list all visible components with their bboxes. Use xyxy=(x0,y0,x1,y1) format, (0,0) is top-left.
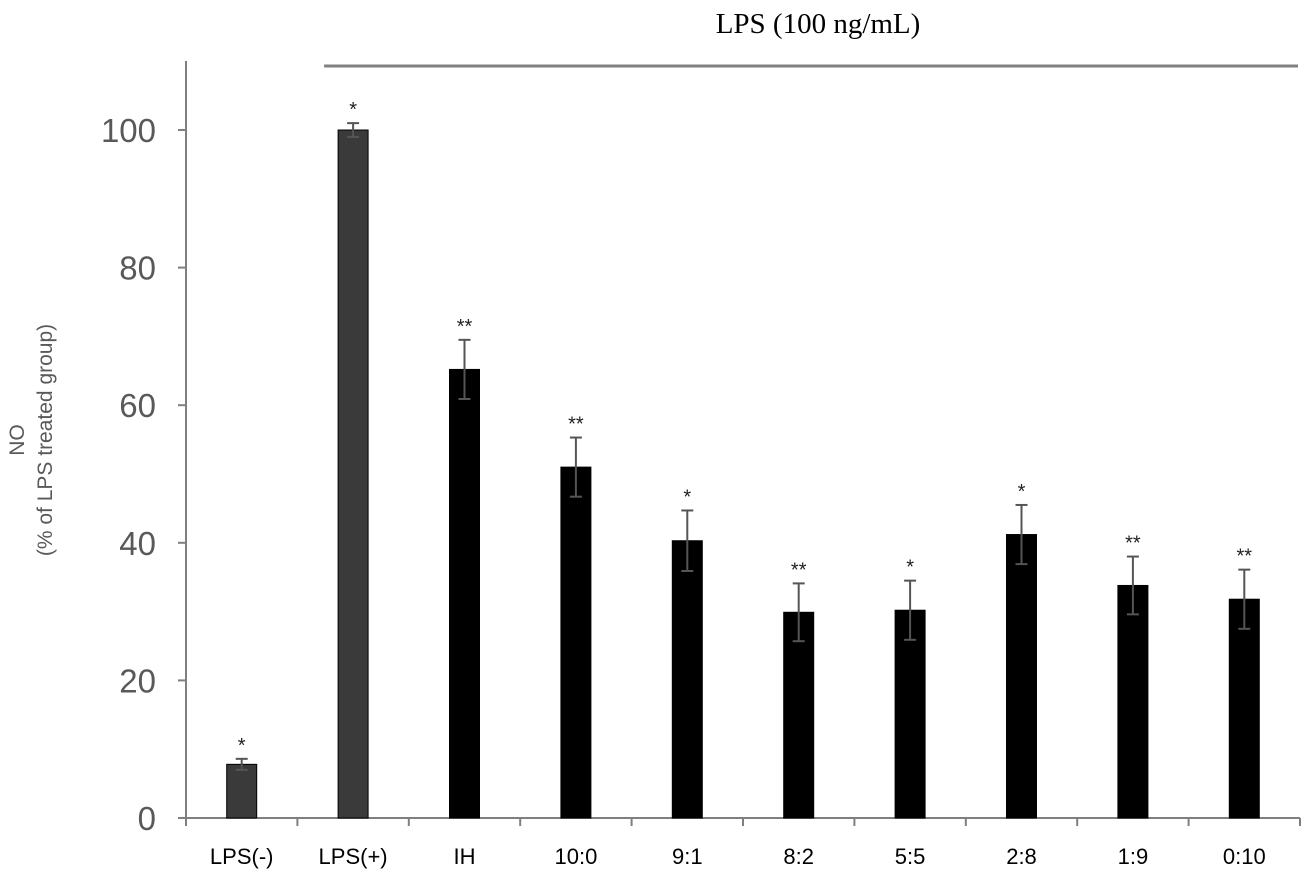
significance-marker: * xyxy=(349,99,357,121)
y-tick-label: 60 xyxy=(119,387,156,424)
x-tick-label: 5:5 xyxy=(895,844,926,869)
x-tick-label: 2:8 xyxy=(1006,844,1037,869)
y-tick-label: 100 xyxy=(101,112,156,149)
x-tick-label: 1:9 xyxy=(1118,844,1149,869)
significance-marker: ** xyxy=(457,316,473,338)
x-tick-label: LPS(-) xyxy=(210,844,274,869)
x-axis: LPS(-) LPS(+) IH 10:0 9:1 8:2 5:5 2:8 1:9 0:10 xyxy=(185,817,1301,869)
x-tick-label: IH xyxy=(454,844,476,869)
y-axis-label-line2: (% of LPS treated group) xyxy=(34,324,57,556)
y-axis-label-line1: NO xyxy=(6,424,29,456)
bar xyxy=(783,611,815,819)
y-axis: 0 20 40 60 80 100 xyxy=(101,61,187,837)
y-tick-label: 80 xyxy=(119,250,156,287)
significance-marker: ** xyxy=(568,414,584,436)
bar xyxy=(337,129,369,819)
significance-marker: * xyxy=(1018,481,1026,503)
y-tick-label: 40 xyxy=(119,525,156,562)
significance-marker: ** xyxy=(791,559,807,581)
axis-labels: NO (% of LPS treated group) LPS (100 ng/… xyxy=(6,8,920,556)
significance-marker: * xyxy=(683,486,691,508)
bar xyxy=(560,466,592,819)
y-tick-label: 20 xyxy=(119,662,156,699)
bar xyxy=(671,540,703,819)
y-tick-label: 0 xyxy=(138,800,156,837)
significance-marker: * xyxy=(238,735,246,757)
significance-marker: ** xyxy=(1237,546,1253,568)
x-tick-label: 0:10 xyxy=(1223,844,1266,869)
bar xyxy=(449,368,480,819)
bar xyxy=(1117,584,1149,819)
bar xyxy=(226,763,258,819)
significance-marker: ** xyxy=(1125,533,1141,555)
bracket-label: LPS (100 ng/mL) xyxy=(716,8,921,40)
bar xyxy=(894,609,926,819)
significance-marker: * xyxy=(906,557,914,579)
x-tick-label: 8:2 xyxy=(783,844,814,869)
x-tick-label: LPS(+) xyxy=(319,844,388,869)
x-tick-label: 9:1 xyxy=(672,844,703,869)
bar xyxy=(1006,534,1037,819)
bar xyxy=(1228,598,1260,819)
bar-series: ********* ****** xyxy=(226,99,1260,819)
x-tick-label: 10:0 xyxy=(554,844,597,869)
